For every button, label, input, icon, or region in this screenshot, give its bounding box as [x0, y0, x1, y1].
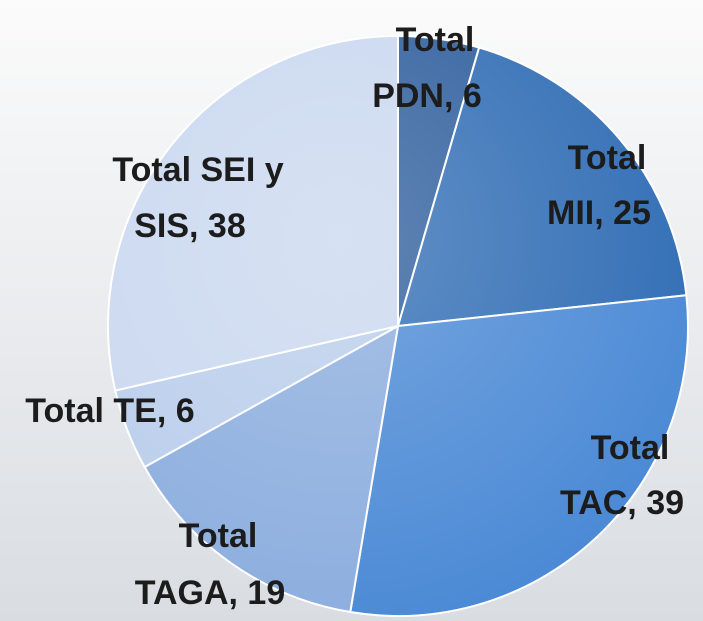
data-label: TAC, 39	[560, 484, 684, 522]
data-label: Total	[396, 21, 475, 59]
data-label: Total	[568, 139, 647, 177]
data-label: TAGA, 19	[135, 574, 286, 612]
data-label: Total	[591, 429, 670, 467]
data-label: Total	[179, 517, 258, 555]
labels: Total PDN, 6 Total MII, 25 Total TAC, 39 Total…	[25, 21, 684, 612]
data-label: PDN, 6	[372, 77, 482, 115]
data-label: Total SEI y	[112, 151, 283, 189]
data-label: MII, 25	[547, 194, 651, 232]
data-label: Total TE, 6	[25, 392, 194, 430]
data-label: SIS, 38	[134, 207, 246, 245]
